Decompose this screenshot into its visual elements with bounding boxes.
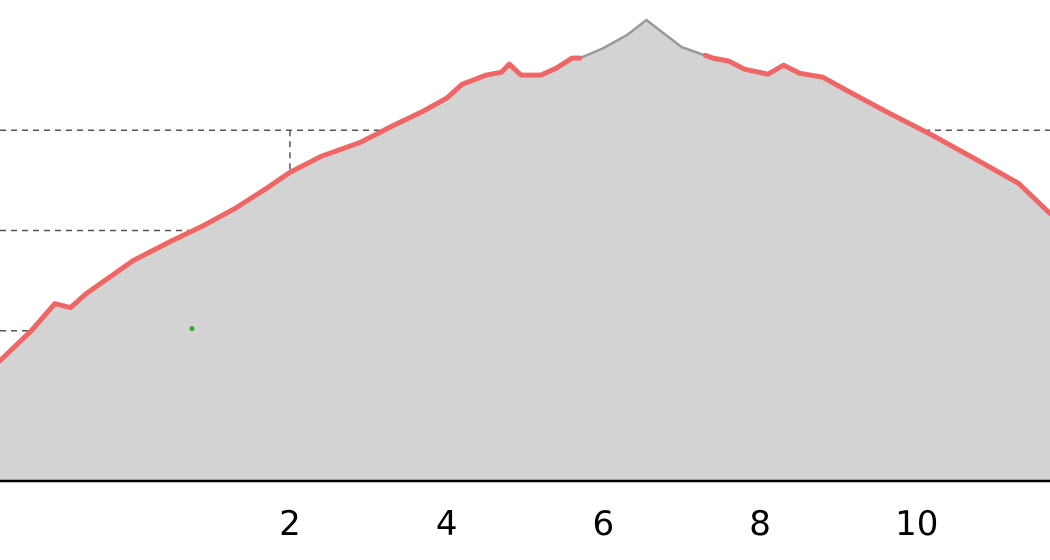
x-tick-label-2: 6 (593, 504, 615, 544)
x-tick-label-1: 4 (436, 504, 458, 544)
x-tick-label-0: 2 (279, 504, 301, 544)
position-marker (189, 326, 195, 332)
x-tick-labels: 2 4 6 8 10 (279, 504, 938, 544)
x-tick-label-3: 8 (749, 504, 771, 544)
highlight-segment-0 (0, 55, 583, 364)
x-tick-label-4: 10 (895, 504, 938, 544)
highlight-segment-1 (702, 52, 1050, 216)
highlighted-segments (0, 52, 1050, 364)
profile-area (0, 20, 1050, 482)
